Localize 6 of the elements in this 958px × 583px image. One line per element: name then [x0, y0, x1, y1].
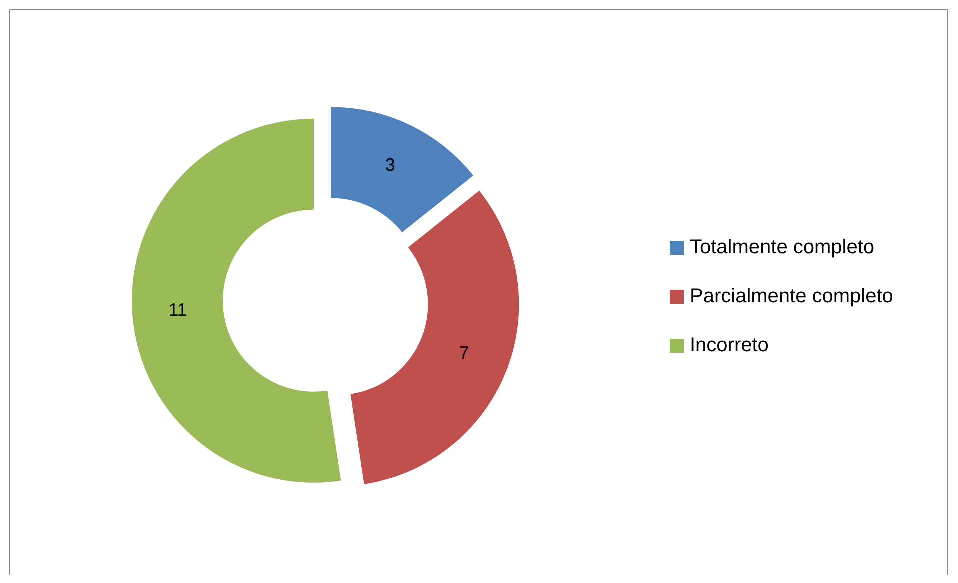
- legend-label: Parcialmente completo: [690, 285, 894, 308]
- legend-label: Incorreto: [690, 334, 769, 356]
- legend-label: Totalmente completo: [690, 236, 875, 258]
- data-label: 3: [385, 154, 396, 175]
- data-label: 11: [168, 300, 188, 320]
- data-label: 7: [459, 343, 470, 364]
